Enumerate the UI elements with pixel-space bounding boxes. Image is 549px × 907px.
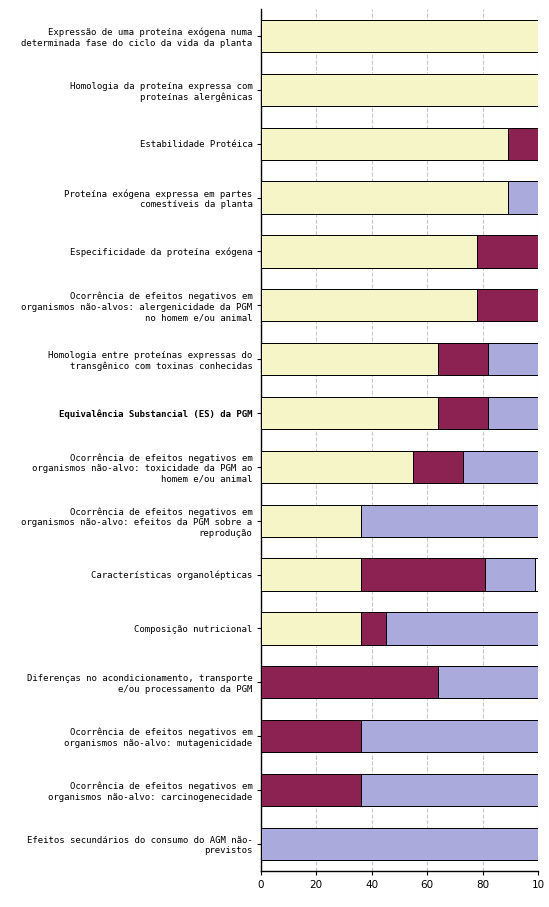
Bar — [485, 559, 535, 590]
Bar — [261, 397, 438, 429]
Bar — [261, 181, 538, 214]
Bar — [261, 504, 538, 537]
Bar — [361, 612, 385, 645]
Bar — [438, 666, 538, 698]
Bar — [507, 128, 538, 160]
Bar — [261, 720, 361, 752]
Bar — [261, 289, 477, 321]
Bar — [261, 128, 538, 160]
Bar — [507, 181, 538, 214]
Bar — [361, 774, 538, 806]
Bar — [261, 235, 477, 268]
Bar — [261, 73, 538, 106]
Bar — [261, 451, 413, 483]
Bar — [438, 397, 488, 429]
Bar — [261, 20, 538, 53]
Bar — [261, 612, 361, 645]
Bar — [261, 666, 438, 698]
Bar — [477, 289, 538, 321]
Bar — [261, 612, 538, 645]
Bar — [488, 343, 538, 375]
Bar — [261, 181, 507, 214]
Bar — [488, 397, 538, 429]
Bar — [261, 559, 361, 590]
Bar — [385, 612, 538, 645]
Bar — [261, 720, 538, 752]
Bar — [261, 827, 538, 860]
Bar — [413, 451, 463, 483]
Bar — [261, 774, 361, 806]
Bar — [261, 451, 538, 483]
Bar — [361, 720, 538, 752]
Bar — [261, 73, 538, 106]
Bar — [463, 451, 538, 483]
Bar — [261, 397, 538, 429]
Bar — [261, 289, 538, 321]
Bar — [261, 343, 438, 375]
Bar — [261, 343, 538, 375]
Bar — [438, 343, 488, 375]
Bar — [361, 504, 538, 537]
Bar — [261, 235, 538, 268]
Bar — [261, 20, 538, 53]
Bar — [261, 559, 538, 590]
Bar — [361, 559, 485, 590]
Bar — [261, 666, 538, 698]
Bar — [261, 504, 361, 537]
Bar — [261, 128, 507, 160]
Bar — [261, 774, 538, 806]
Bar — [261, 827, 538, 860]
Bar — [477, 235, 538, 268]
